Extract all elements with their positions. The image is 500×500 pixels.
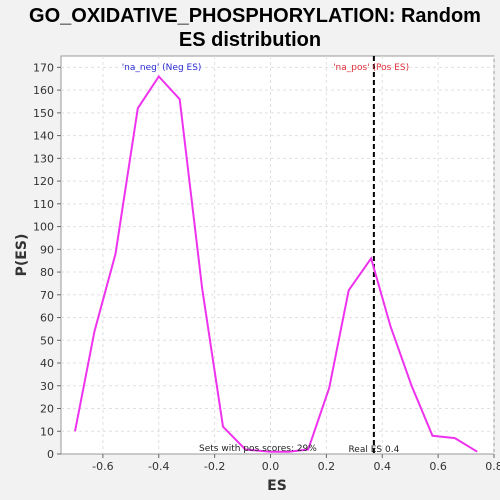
y-tick-label: 80 <box>40 266 54 279</box>
y-tick-label: 0 <box>47 448 54 461</box>
x-tick-label: 0.2 <box>318 460 336 473</box>
grid <box>61 56 495 454</box>
plot-area <box>60 55 495 455</box>
series-line-random-es <box>74 74 478 453</box>
x-tick-label: 0.4 <box>374 460 392 473</box>
y-tick-label: 90 <box>40 243 54 256</box>
annotation-real-es: Real ES 0.4 <box>348 445 399 455</box>
y-tick-label: 70 <box>40 289 54 302</box>
y-tick-label: 40 <box>40 357 54 370</box>
y-tick-label: 30 <box>40 380 54 393</box>
x-tick-label: 0.0 <box>262 460 280 473</box>
y-tick-label: 130 <box>33 152 54 165</box>
y-tick-label: 140 <box>33 130 54 143</box>
y-tick-label: 100 <box>33 221 54 234</box>
x-tick-label: -0.2 <box>204 460 225 473</box>
chart-title-line1: GO_OXIDATIVE_PHOSPHORYLATION: Random <box>29 5 481 27</box>
y-tick-label: 170 <box>33 61 54 74</box>
y-tick-label: 110 <box>33 198 54 211</box>
y-tick-label: 10 <box>40 425 54 438</box>
annotation-sets-pos-scores: Sets with pos scores: 29% <box>199 444 317 454</box>
y-tick-label: 60 <box>40 312 54 325</box>
y-tick-label: 150 <box>33 107 54 120</box>
y-axis-label: P(ES) <box>14 234 30 277</box>
annotation-pos-es: 'na_pos' (Pos ES) <box>333 63 409 73</box>
annotation-neg-es: 'na_neg' (Neg ES) <box>122 63 202 73</box>
x-tick-label: -0.6 <box>92 460 113 473</box>
chart-title-line2: ES distribution <box>179 29 321 51</box>
y-tick-label: 20 <box>40 403 54 416</box>
x-tick-label: 0.6 <box>429 460 447 473</box>
y-ticks: 0 10 20 30 40 50 60 70 80 90 100 110 120 130 140 150 160… <box>33 61 61 461</box>
x-tick-label: 0.8 <box>485 460 500 473</box>
y-tick-label: 50 <box>40 334 54 347</box>
x-axis-label: ES <box>267 478 287 494</box>
x-ticks: -0.6 -0.4 -0.2 0.0 0.2 0.4 0.6 0.8 <box>92 454 500 473</box>
y-tick-label: 160 <box>33 84 54 97</box>
x-tick-label: -0.4 <box>148 460 169 473</box>
y-tick-label: 120 <box>33 175 54 188</box>
